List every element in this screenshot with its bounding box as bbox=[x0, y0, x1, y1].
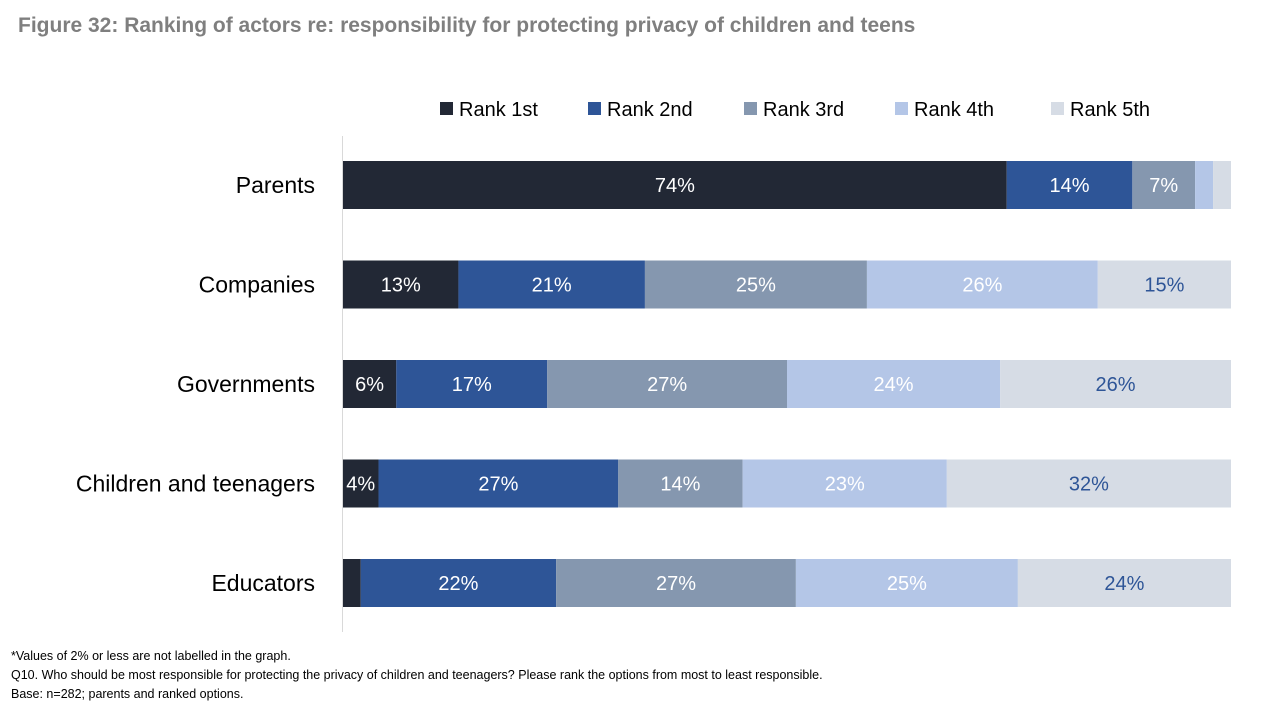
legend-swatch-rank-4th bbox=[895, 102, 908, 115]
data-label-children-and-teenagers-rank-2nd: 27% bbox=[478, 474, 518, 496]
bar-segment-governments-rank-2nd bbox=[396, 360, 548, 408]
bar-segment-parents-rank-1st bbox=[343, 161, 1007, 209]
bar-segment-governments-rank-3rd bbox=[547, 360, 787, 408]
category-label-parents: Parents bbox=[236, 172, 315, 198]
category-label-companies: Companies bbox=[199, 272, 315, 298]
data-label-companies-rank-2nd: 21% bbox=[532, 275, 572, 297]
bar-segment-children-and-teenagers-rank-2nd bbox=[378, 459, 619, 508]
data-label-companies-rank-1st: 13% bbox=[381, 275, 421, 297]
footnote-label-threshold: *Values of 2% or less are not labelled i… bbox=[11, 649, 291, 663]
chart-bars: Parents 74% 14% 7% Companies 13% 21% 25% 26% 15% G… bbox=[76, 161, 1231, 607]
legend-swatch-rank-1st bbox=[440, 102, 453, 115]
data-label-children-and-teenagers-rank-1st: 4% bbox=[346, 474, 375, 496]
category-label-governments: Governments bbox=[177, 371, 315, 397]
category-label-children-and-teenagers: Children and teenagers bbox=[76, 471, 315, 497]
bar-segment-children-and-teenagers-rank-1st bbox=[343, 459, 379, 508]
legend-swatch-rank-2nd bbox=[588, 102, 601, 115]
bar-segment-companies-rank-5th bbox=[1097, 260, 1231, 309]
bar-segment-educators-rank-3rd bbox=[556, 559, 796, 607]
bar-segment-companies-rank-4th bbox=[866, 260, 1098, 309]
bar-segment-companies-rank-3rd bbox=[644, 260, 867, 309]
data-label-governments-rank-2nd: 17% bbox=[452, 374, 492, 396]
data-label-educators-rank-4th: 25% bbox=[887, 573, 927, 595]
footnote-question: Q10. Who should be most responsible for … bbox=[11, 668, 823, 682]
bar-segment-educators-rank-1st bbox=[343, 559, 361, 607]
data-label-educators-rank-2nd: 22% bbox=[438, 573, 478, 595]
bar-segment-parents-rank-5th bbox=[1213, 161, 1231, 209]
bar-segment-children-and-teenagers-rank-3rd bbox=[618, 459, 743, 508]
bar-segment-governments-rank-5th bbox=[1000, 360, 1231, 408]
bar-segment-companies-rank-1st bbox=[343, 260, 459, 309]
data-label-governments-rank-3rd: 27% bbox=[647, 374, 687, 396]
data-label-parents-rank-2nd: 14% bbox=[1050, 175, 1090, 197]
bar-segment-educators-rank-2nd bbox=[360, 559, 557, 607]
category-label-educators: Educators bbox=[211, 570, 315, 596]
chart-legend: Rank 1st Rank 2nd Rank 3rd Rank 4th Rank 5th bbox=[440, 99, 1150, 121]
legend-label-rank-1st: Rank 1st bbox=[459, 99, 538, 121]
bar-segment-educators-rank-4th bbox=[795, 559, 1018, 607]
bar-segment-children-and-teenagers-rank-4th bbox=[742, 459, 947, 508]
bar-segment-parents-rank-3rd bbox=[1132, 161, 1196, 209]
legend-label-rank-2nd: Rank 2nd bbox=[607, 99, 693, 121]
data-label-educators-rank-3rd: 27% bbox=[656, 573, 696, 595]
bar-segment-children-and-teenagers-rank-5th bbox=[946, 459, 1231, 508]
data-label-governments-rank-1st: 6% bbox=[355, 374, 384, 396]
data-label-companies-rank-3rd: 25% bbox=[736, 275, 776, 297]
legend-swatch-rank-5th bbox=[1051, 102, 1064, 115]
data-label-parents-rank-3rd: 7% bbox=[1149, 175, 1178, 197]
bar-segment-parents-rank-2nd bbox=[1006, 161, 1133, 209]
data-label-parents-rank-1st: 74% bbox=[655, 175, 695, 197]
bar-segment-educators-rank-5th bbox=[1017, 559, 1231, 607]
stacked-bar-chart: Rank 1st Rank 2nd Rank 3rd Rank 4th Rank 5th… bbox=[76, 99, 1231, 632]
data-label-children-and-teenagers-rank-3rd: 14% bbox=[660, 474, 700, 496]
legend-label-rank-5th: Rank 5th bbox=[1070, 99, 1150, 121]
bar-segment-governments-rank-4th bbox=[787, 360, 1001, 408]
legend-swatch-rank-3rd bbox=[744, 102, 757, 115]
data-label-companies-rank-4th: 26% bbox=[962, 275, 1002, 297]
footnote-base: Base: n=282; parents and ranked options. bbox=[11, 687, 244, 701]
legend-label-rank-3rd: Rank 3rd bbox=[763, 99, 844, 121]
bar-segment-companies-rank-2nd bbox=[458, 260, 645, 309]
footnotes: *Values of 2% or less are not labelled i… bbox=[11, 647, 823, 704]
data-label-governments-rank-5th: 26% bbox=[1096, 374, 1136, 396]
data-label-children-and-teenagers-rank-4th: 23% bbox=[825, 474, 865, 496]
data-label-companies-rank-5th: 15% bbox=[1144, 275, 1184, 297]
chart-title: Figure 32: Ranking of actors re: respons… bbox=[18, 14, 916, 37]
data-label-children-and-teenagers-rank-5th: 32% bbox=[1069, 474, 1109, 496]
bar-segment-parents-rank-4th bbox=[1195, 161, 1214, 209]
data-label-governments-rank-4th: 24% bbox=[874, 374, 914, 396]
data-label-educators-rank-5th: 24% bbox=[1104, 573, 1144, 595]
bar-segment-governments-rank-1st bbox=[343, 360, 397, 408]
legend-label-rank-4th: Rank 4th bbox=[914, 99, 994, 121]
